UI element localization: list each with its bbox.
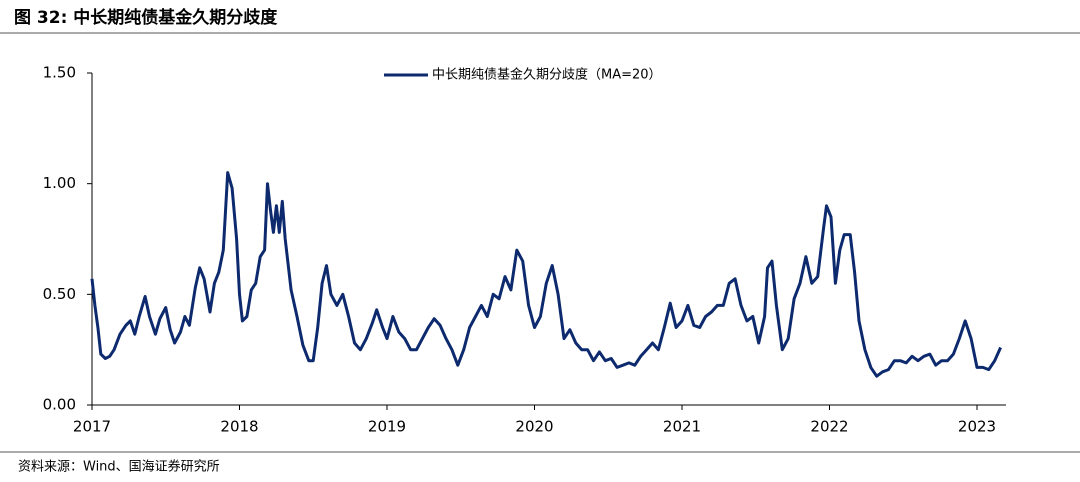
- x-tick-label: 2023: [958, 418, 996, 436]
- x-tick-label: 2022: [810, 418, 848, 436]
- y-tick-label: 0.50: [43, 285, 76, 303]
- series-line: [90, 171, 1002, 378]
- x-tick-label: 2019: [368, 418, 406, 436]
- x-tick-label: 2020: [515, 418, 553, 436]
- x-tick-label: 2017: [73, 418, 111, 436]
- chart-title: 图 32: 中长期纯债基金久期分歧度: [14, 7, 278, 28]
- x-tick-label: 2021: [663, 418, 701, 436]
- y-tick-label: 1.00: [43, 174, 76, 192]
- source-note: 资料来源：Wind、国海证券研究所: [18, 459, 220, 475]
- x-tick-label: 2018: [220, 418, 258, 436]
- legend-label: 中长期纯债基金久期分歧度（MA=20）: [432, 67, 662, 83]
- y-tick-label: 0.00: [43, 396, 76, 414]
- y-tick-label: 1.50: [43, 64, 76, 82]
